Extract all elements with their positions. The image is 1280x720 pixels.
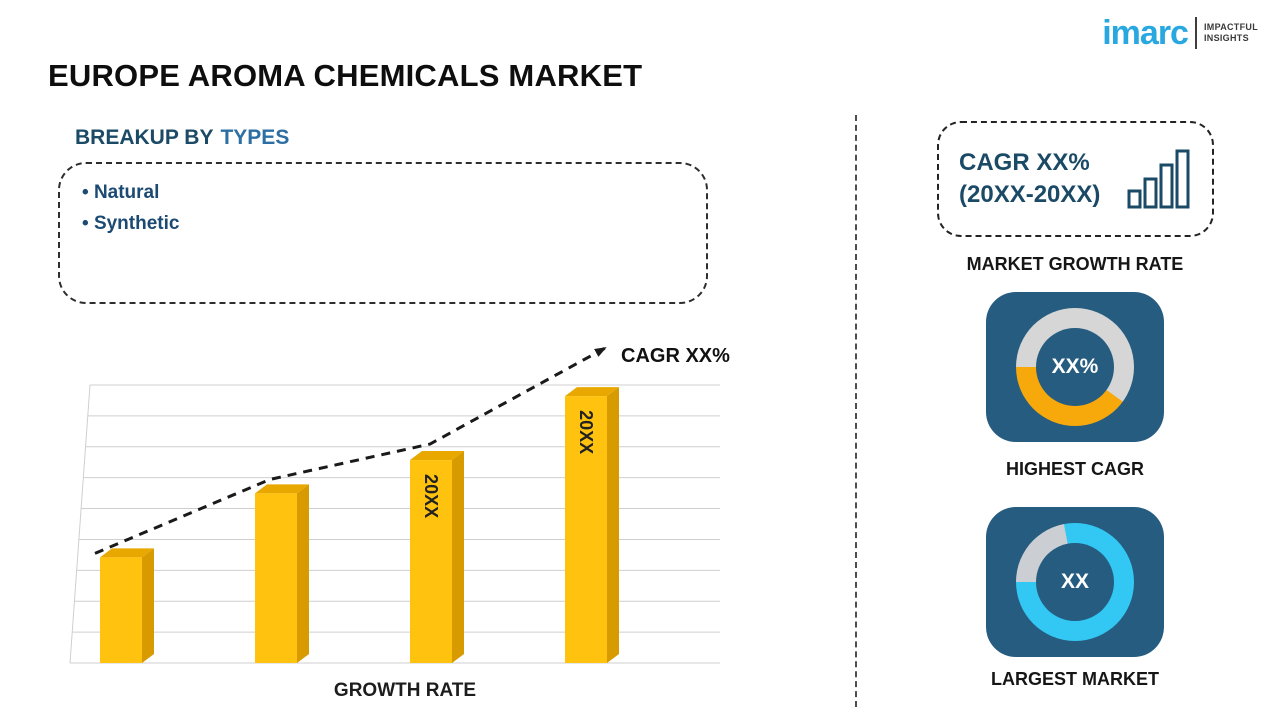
cagr-box: CAGR XX% (20XX-20XX)	[937, 121, 1214, 237]
svg-text:20XX: 20XX	[421, 474, 441, 518]
highest-cagr-label: HIGHEST CAGR	[1005, 459, 1144, 479]
logo-tagline-line1: IMPACTFUL	[1203, 21, 1258, 32]
logo-tagline: IMPACTFUL INSIGHTS	[1204, 22, 1258, 45]
panel-divider	[855, 115, 857, 707]
svg-text:20XX: 20XX	[576, 410, 596, 454]
page-title: EUROPE AROMA CHEMICALS MARKET	[48, 58, 643, 93]
largest-market-donut-hole: XX	[1036, 543, 1114, 621]
logo-tagline-line2: INSIGHTS	[1203, 33, 1249, 43]
breakup-heading-prefix: BREAKUP BY	[75, 126, 214, 149]
cagr-value: CAGR XX% (20XX-20XX)	[959, 147, 1100, 212]
highest-cagr-donut: XX%	[1016, 308, 1134, 426]
growth-rate-chart: 20XX 20XX CAGR XX%	[60, 335, 750, 675]
market-growth-rate-label: MARKET GROWTH RATE	[966, 254, 1184, 274]
largest-market-value: XX	[1060, 570, 1089, 593]
growth-rate-label: GROWTH RATE	[333, 680, 477, 701]
largest-market-label: LARGEST MARKET	[991, 669, 1159, 689]
breakup-item-synthetic: Synthetic	[82, 209, 684, 240]
bar-chart-svg: 20XX 20XX CAGR XX%	[69, 345, 730, 664]
highest-cagr-donut-hole: XX%	[1036, 328, 1114, 406]
largest-market-tile: XX	[986, 507, 1164, 657]
svg-text:CAGR XX%: CAGR XX%	[621, 345, 730, 367]
imarc-logo-text: imarc	[1102, 14, 1189, 52]
bar-chart-icon	[1127, 149, 1190, 209]
highest-cagr-value: XX%	[1051, 355, 1099, 378]
logo-divider	[1194, 17, 1197, 49]
breakup-heading: BREAKUP BY TYPES	[75, 126, 289, 150]
breakup-types-box: Natural Synthetic	[58, 162, 708, 304]
highest-cagr-tile: XX%	[986, 292, 1164, 442]
breakup-heading-highlight: TYPES	[220, 126, 290, 149]
breakup-item-natural: Natural	[82, 178, 684, 209]
cagr-line1: CAGR XX%	[959, 148, 1090, 176]
imarc-logo: imarc IMPACTFUL INSIGHTS	[1102, 16, 1258, 50]
largest-market-donut: XX	[1016, 523, 1134, 641]
cagr-line2: (20XX-20XX)	[959, 181, 1101, 208]
